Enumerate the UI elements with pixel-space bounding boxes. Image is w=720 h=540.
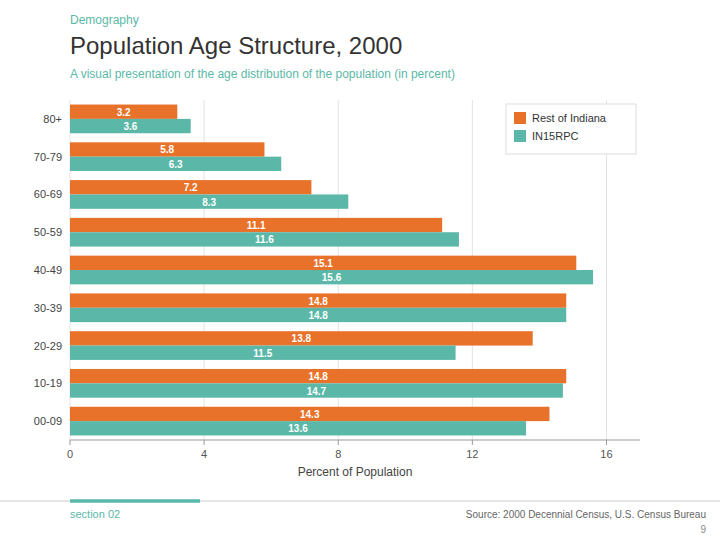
- legend-entry: Rest of Indiana: [532, 112, 607, 124]
- data-label: 14.8: [308, 371, 328, 382]
- data-label: 7.2: [184, 182, 198, 193]
- tick-label: 4: [201, 448, 207, 460]
- category-label: 80+: [43, 113, 62, 125]
- bar: [70, 194, 348, 208]
- data-label: 5.8: [160, 144, 174, 155]
- x-axis-label: Percent of Population: [298, 465, 413, 479]
- data-label: 3.2: [117, 107, 131, 118]
- chart-svg: Demography Population Age Structure, 2000…: [0, 0, 720, 540]
- tick-mark: [472, 440, 473, 445]
- data-label: 14.3: [300, 409, 320, 420]
- bar: [70, 218, 442, 232]
- footer-rule: [0, 500, 720, 501]
- bar: [70, 119, 191, 133]
- data-label: 13.8: [292, 333, 312, 344]
- page-number: 9: [700, 524, 706, 535]
- bar: [70, 105, 177, 119]
- bar: [70, 383, 563, 397]
- tick-label: 16: [600, 448, 612, 460]
- subtitle: A visual presentation of the age distrib…: [70, 67, 455, 81]
- bar: [70, 308, 566, 322]
- category-label: 60-69: [34, 188, 62, 200]
- category-label: 50-59: [34, 226, 62, 238]
- legend-box: [506, 104, 636, 154]
- x-axis-line: [70, 440, 640, 441]
- data-label: 11.1: [247, 220, 266, 231]
- tick-mark: [70, 440, 71, 445]
- bar: [70, 369, 566, 383]
- data-label: 8.3: [202, 197, 216, 208]
- data-label: 15.1: [313, 258, 333, 269]
- data-label: 13.6: [288, 423, 308, 434]
- tick-mark: [606, 440, 607, 445]
- data-label: 14.8: [308, 296, 328, 307]
- category-label: 40-49: [34, 264, 62, 276]
- data-label: 15.6: [322, 272, 342, 283]
- data-label: 6.3: [169, 159, 183, 170]
- legend: Rest of Indiana IN15RPC: [506, 104, 636, 154]
- tick-mark: [204, 440, 205, 445]
- bar: [70, 256, 576, 270]
- footer-highlight: [70, 499, 200, 503]
- tick-mark: [338, 440, 339, 445]
- footer-section: section 02: [70, 508, 120, 520]
- category-label: 70-79: [34, 151, 62, 163]
- bar: [70, 270, 593, 284]
- bar: [70, 232, 459, 246]
- data-label: 11.6: [255, 234, 274, 245]
- data-label: 11.5: [253, 348, 272, 359]
- bar: [70, 180, 311, 194]
- bar: [70, 407, 549, 421]
- tick-label: 8: [335, 448, 341, 460]
- bar: [70, 157, 281, 171]
- bar: [70, 346, 456, 360]
- data-label: 14.7: [307, 386, 327, 397]
- legend-swatch: [514, 130, 526, 142]
- title: Population Age Structure, 2000: [70, 32, 402, 59]
- bar: [70, 331, 533, 345]
- category-label: 20-29: [34, 340, 62, 352]
- tick-label: 0: [67, 448, 73, 460]
- bar: [70, 142, 264, 156]
- data-labels: 3.2 5.8 7.2 11.1 15.1 14.8 13.8 14.8 14.3 3.6 6.3 8…: [117, 107, 342, 435]
- bar: [70, 293, 566, 307]
- footer-source: Source: 2000 Decennial Census, U.S. Cens…: [466, 509, 706, 520]
- legend-swatch: [514, 112, 526, 124]
- data-label: 3.6: [123, 121, 137, 132]
- bar: [70, 421, 526, 435]
- tick-label: 12: [466, 448, 478, 460]
- category-label: 30-39: [34, 302, 62, 314]
- category-label: 00-09: [34, 415, 62, 427]
- legend-entry: IN15RPC: [532, 130, 579, 142]
- category-label: 10-19: [34, 377, 62, 389]
- kicker: Demography: [70, 13, 139, 27]
- data-label: 14.8: [308, 310, 328, 321]
